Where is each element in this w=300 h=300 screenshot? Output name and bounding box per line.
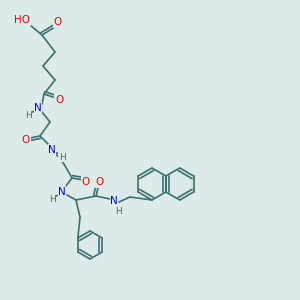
Text: N: N (34, 103, 42, 113)
Text: O: O (54, 17, 62, 27)
Text: O: O (82, 177, 90, 187)
Text: HO: HO (14, 15, 30, 25)
Text: H: H (25, 112, 32, 121)
Text: N: N (58, 187, 66, 197)
Text: O: O (96, 177, 104, 187)
Text: H: H (58, 152, 65, 161)
Text: O: O (22, 135, 30, 145)
Text: N: N (110, 196, 118, 206)
Text: H: H (115, 206, 122, 215)
Text: O: O (55, 95, 63, 105)
Text: H: H (49, 194, 56, 203)
Text: N: N (48, 145, 56, 155)
